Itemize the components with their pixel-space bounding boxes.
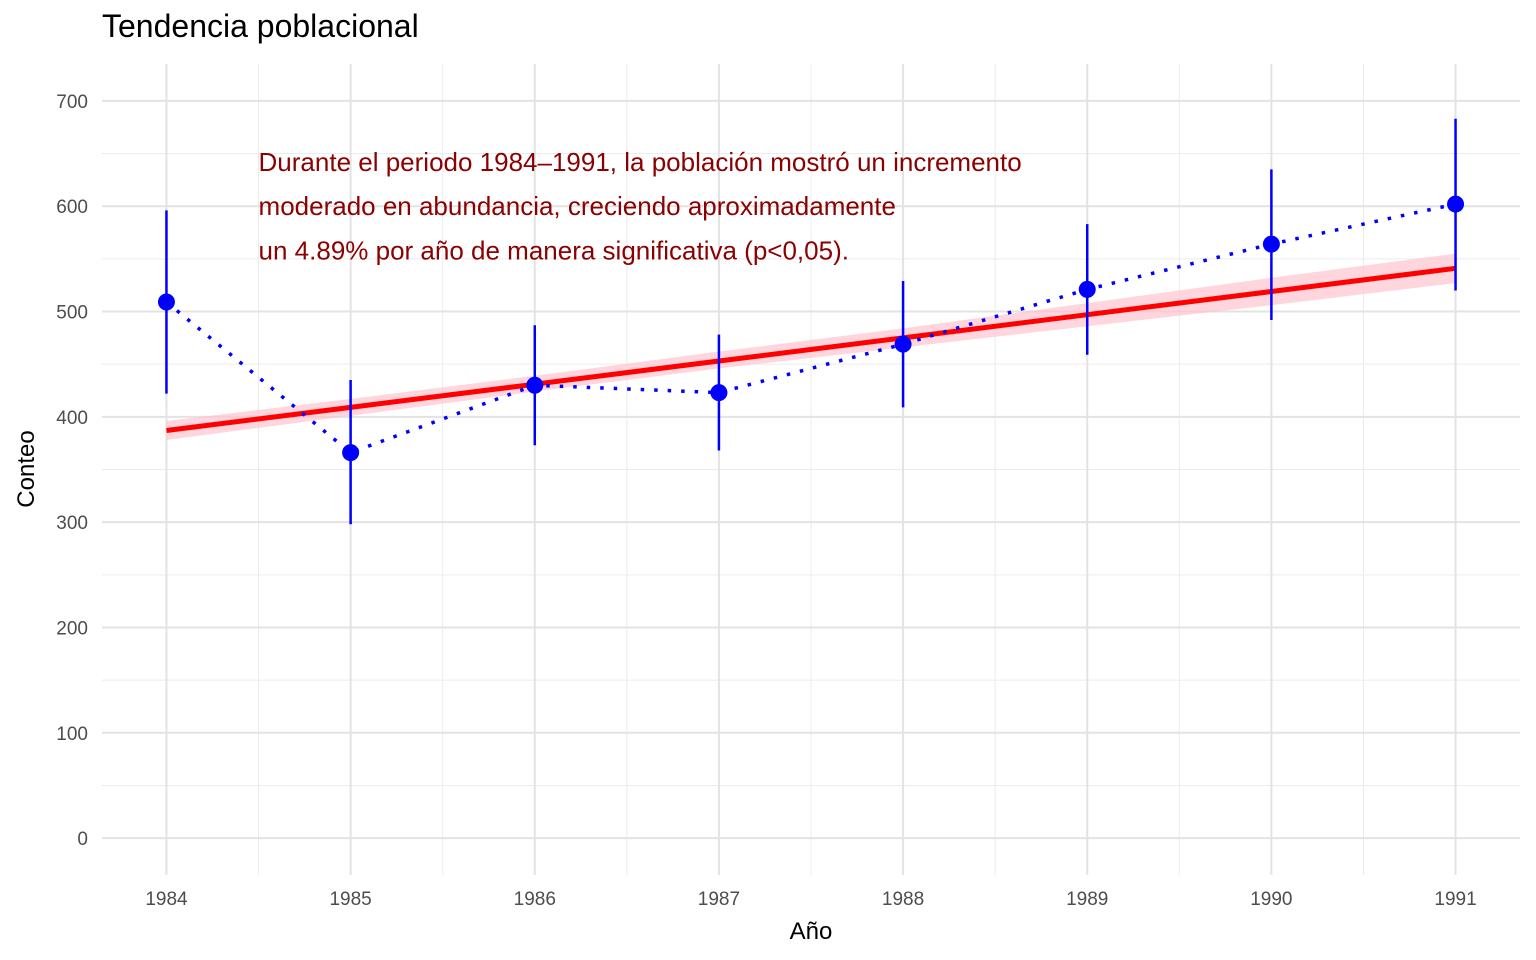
x-tick-label: 1986 xyxy=(514,889,556,910)
y-tick-label: 400 xyxy=(56,408,88,429)
annotation-text: Durante el periodo 1984–1991, la poblaci… xyxy=(259,147,1022,265)
annotation-line: moderado en abundancia, creciendo aproxi… xyxy=(259,191,896,221)
confidence-band xyxy=(166,253,1456,441)
y-tick-label: 500 xyxy=(56,303,88,324)
x-tick-label: 1988 xyxy=(882,889,924,910)
y-axis-title: Conteo xyxy=(13,430,40,507)
x-tick-label: 1991 xyxy=(1434,889,1476,910)
major-gridlines xyxy=(102,64,1520,875)
x-tick-label: 1987 xyxy=(698,889,740,910)
observed-line xyxy=(165,202,1456,455)
y-tick-label: 0 xyxy=(77,829,88,850)
y-tick-label: 600 xyxy=(56,197,88,218)
data-point xyxy=(1078,280,1096,298)
trend-line-group xyxy=(166,265,1456,434)
chart-title: Tendencia poblacional xyxy=(102,8,419,44)
data-point xyxy=(1447,195,1465,213)
y-tick-label: 300 xyxy=(56,513,88,534)
x-tick-label: 1989 xyxy=(1066,889,1108,910)
y-tick-label: 700 xyxy=(56,92,88,113)
x-tick-label: 1990 xyxy=(1250,889,1292,910)
y-tick-label: 200 xyxy=(56,618,88,639)
y-tick-labels: 0 100 200 300 400 500 600 700 xyxy=(56,92,88,850)
data-point xyxy=(1262,235,1280,253)
observed-line-group xyxy=(165,202,1456,455)
data-point xyxy=(157,293,175,311)
x-tick-label: 1985 xyxy=(329,889,371,910)
y-tick-label: 100 xyxy=(56,724,88,745)
x-tick-labels: 1984 1985 1986 1987 1988 1989 1990 1991 xyxy=(145,889,1476,910)
x-tick-label: 1984 xyxy=(145,889,188,910)
x-axis-title: Año xyxy=(790,918,833,945)
data-point xyxy=(894,335,912,353)
data-point xyxy=(342,444,360,462)
data-point xyxy=(710,384,728,402)
minor-gridlines xyxy=(102,64,1520,875)
annotation-line: un 4.89% por año de manera significativa… xyxy=(259,235,849,265)
annotation-line: Durante el periodo 1984–1991, la poblaci… xyxy=(259,147,1022,177)
data-points xyxy=(157,195,1465,462)
data-point xyxy=(526,376,544,394)
trend-confidence-band xyxy=(166,253,1456,441)
trend-line xyxy=(166,265,1456,434)
